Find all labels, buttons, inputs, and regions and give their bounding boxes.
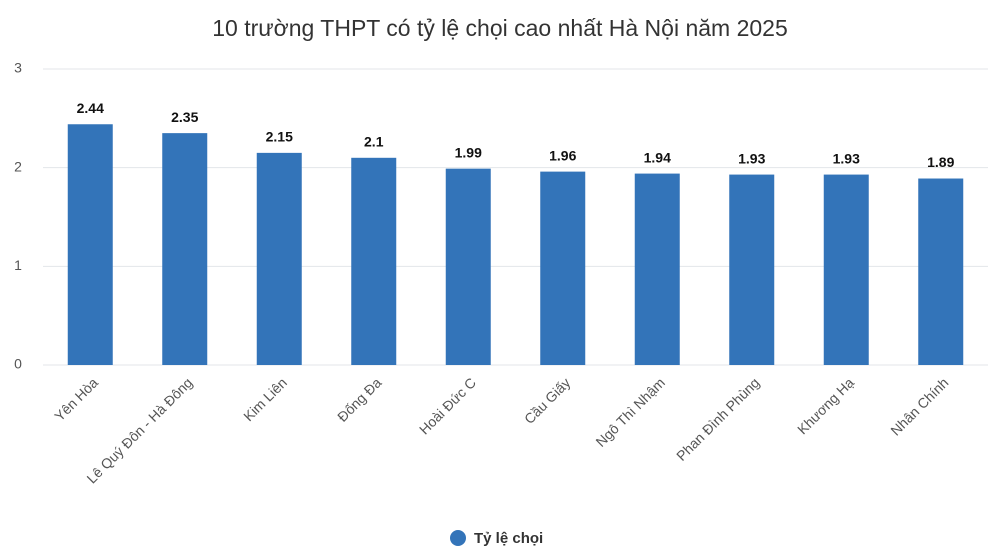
data-label: 2.35 [171, 109, 198, 125]
data-label: 1.89 [927, 154, 954, 170]
bar [729, 174, 775, 365]
bar [256, 152, 302, 365]
data-label: 2.44 [77, 100, 104, 116]
x-tick-label: Phan Đình Phùng [673, 374, 762, 463]
x-tick-label: Yên Hòa [51, 374, 101, 424]
x-tick-label: Nhân Chính [887, 374, 951, 438]
bar [351, 157, 397, 365]
bar [67, 124, 113, 366]
bar [162, 133, 208, 365]
x-tick-label: Ngô Thì Nhậm [592, 374, 668, 450]
data-label: 2.15 [266, 129, 293, 145]
chart-title: 10 trường THPT có tỷ lệ chọi cao nhất Hà… [212, 15, 788, 41]
data-label: 1.93 [833, 150, 860, 166]
y-tick-label: 2 [14, 158, 22, 174]
bar [540, 171, 586, 365]
legend-label: Tỷ lệ chọi [474, 530, 543, 547]
bar [634, 173, 680, 365]
x-tick-label: Lê Quý Đôn - Hà Đông [83, 374, 195, 486]
x-tick-label: Khương Hạ [794, 374, 857, 437]
bar [823, 174, 869, 365]
y-tick-label: 1 [14, 257, 22, 273]
bar [445, 168, 491, 365]
x-tick-label: Đống Đa [334, 374, 385, 425]
x-tick-label: Kim Liên [240, 374, 290, 424]
y-tick-label: 0 [14, 356, 22, 372]
x-tick-label: Cầu Giấy [521, 374, 574, 427]
y-tick-label: 3 [14, 60, 22, 76]
data-label: 1.96 [549, 147, 576, 163]
legend-marker [450, 530, 466, 546]
x-tick-label: Hoài Đức C [416, 374, 479, 437]
data-label: 1.93 [738, 150, 765, 166]
data-label: 1.99 [455, 144, 482, 160]
bar [918, 178, 964, 365]
data-label: 1.94 [644, 149, 671, 165]
data-label: 2.1 [364, 134, 384, 150]
